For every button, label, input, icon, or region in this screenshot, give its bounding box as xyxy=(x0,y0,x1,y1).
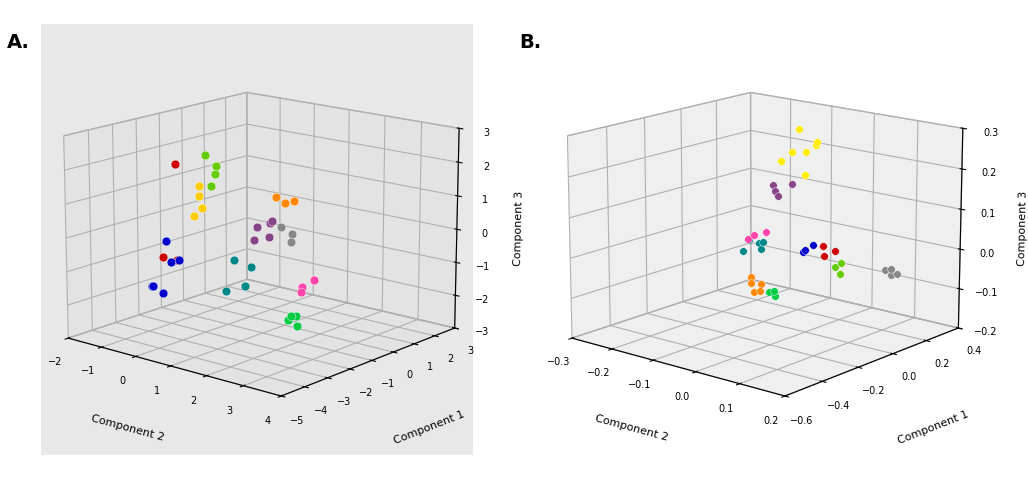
Y-axis label: Component 1: Component 1 xyxy=(393,409,466,445)
X-axis label: Component 2: Component 2 xyxy=(594,413,669,443)
Text: B.: B. xyxy=(519,33,542,52)
Y-axis label: Component 1: Component 1 xyxy=(896,409,969,445)
X-axis label: Component 2: Component 2 xyxy=(90,413,166,443)
Text: A.: A. xyxy=(7,33,30,52)
